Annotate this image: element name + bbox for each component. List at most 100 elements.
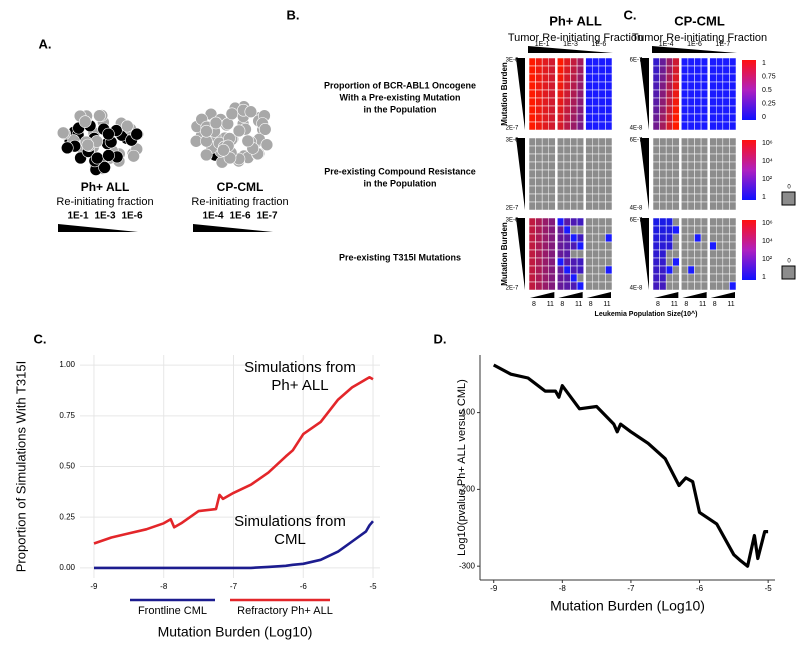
heatmap-cell: [659, 153, 667, 163]
heatmap-cell: [563, 105, 571, 115]
x-axis-title: Mutation Burden (Log10): [550, 598, 705, 614]
legend-label: Frontline CML: [138, 605, 207, 617]
heatmap-cell: [576, 225, 584, 235]
heatmap-cell: [576, 177, 584, 187]
heatmap-cell: [576, 153, 584, 163]
heatmap-cell: [563, 121, 571, 131]
heatmap-cell: [687, 225, 695, 235]
heatmap-cell: [585, 241, 593, 251]
heatmap-cell: [716, 241, 724, 251]
heatmap-cell: [557, 169, 565, 179]
heatmap-cell: [541, 265, 550, 275]
heatmap-cell: [716, 97, 724, 107]
heatmap-subtitle: Tumor Re-initiating Fraction: [508, 32, 643, 44]
heatmap-cell: [652, 145, 660, 155]
heatmap-cell: [557, 201, 565, 211]
heatmap-cell: [652, 169, 660, 179]
heatmap-cell: [729, 273, 737, 283]
y-axis-title: Mutation Burden: [500, 62, 509, 126]
heatmap-cell: [592, 121, 600, 131]
cell: [127, 149, 140, 163]
heatmap-cell: [729, 193, 737, 203]
heatmap-cell: [563, 73, 571, 83]
heatmap-cell: [729, 137, 737, 147]
heatmap-cell: [722, 89, 730, 99]
heatmap-cell: [585, 265, 593, 275]
heatmap-cell: [665, 121, 674, 131]
heatmap-cell: [576, 193, 584, 203]
cell: [258, 123, 272, 136]
heatmap-cell: [598, 81, 606, 91]
heatmap-cell: [716, 153, 724, 163]
heatmap-cell: [598, 121, 606, 131]
heatmap-cell: [570, 177, 578, 187]
heatmap-cell: [576, 89, 584, 99]
heatmap-cell: [548, 89, 556, 99]
heatmap-cell: [548, 225, 556, 235]
heatmap-cell: [672, 81, 680, 91]
heatmap-cell: [585, 233, 593, 243]
heatmap-subtitle: Tumor Re-initiating Fraction: [632, 32, 767, 44]
y-range-label: 6E-7: [630, 138, 643, 144]
heatmap-cell: [700, 65, 708, 75]
cell: [241, 134, 255, 148]
heatmap-cell: [665, 137, 674, 147]
gradient-triangle: [682, 292, 707, 298]
heatmap-cell: [557, 161, 565, 171]
heatmap-cell: [659, 161, 667, 171]
heatmap-cell: [563, 225, 571, 235]
heatmap-cell: [716, 169, 724, 179]
heatmap-cell: [592, 137, 600, 147]
heatmap-cell: [652, 177, 660, 187]
heatmap-cell: [605, 137, 613, 147]
heatmap-cell: [722, 193, 730, 203]
heatmap-cell: [659, 89, 667, 99]
heatmap-cell: [700, 161, 708, 171]
heatmap-cell: [700, 169, 708, 179]
heatmap-cell: [557, 185, 565, 195]
heatmap-cell: [570, 57, 578, 67]
heatmap-cell: [563, 161, 571, 171]
heatmap-cell: [605, 57, 613, 67]
heatmap-cell: [576, 233, 584, 243]
heatmap-cell: [687, 169, 695, 179]
heatmap-cell: [681, 121, 689, 131]
heatmap-cell: [528, 249, 536, 259]
heatmap-cell: [652, 113, 660, 123]
heatmap-cell: [700, 105, 708, 115]
heatmap-cell: [681, 73, 689, 83]
heatmap-cell: [598, 249, 606, 259]
heatmap-cell: [700, 241, 708, 251]
heatmap-cell: [605, 145, 613, 155]
x-tick-label: 11: [547, 301, 554, 308]
heatmap-cell: [652, 217, 660, 227]
heatmap-cell: [681, 193, 689, 203]
heatmap-cell: [541, 137, 550, 147]
gradient-triangle: [710, 292, 735, 298]
heatmap-cell: [605, 185, 613, 195]
heatmap-cell: [652, 137, 660, 147]
heatmap-cell: [709, 97, 717, 107]
heatmap-cell: [709, 81, 717, 91]
heatmap-cell: [576, 185, 584, 195]
heatmap-cell: [722, 201, 730, 211]
heatmap-cell: [570, 249, 578, 259]
heatmap-cell: [605, 121, 613, 131]
heatmap-cell: [535, 249, 543, 259]
heatmap-cell: [585, 249, 593, 259]
heatmap-cell: [694, 233, 702, 243]
heatmap-cell: [659, 105, 667, 115]
heatmap-cell: [585, 177, 593, 187]
x-tick-label: 8: [684, 301, 688, 308]
x-tick-label: 8: [713, 301, 717, 308]
na-swatch: [781, 191, 796, 206]
heatmap-cell: [592, 185, 600, 195]
heatmap-cell: [592, 57, 600, 67]
heatmap-cell: [541, 217, 550, 227]
heatmap-cell: [659, 177, 667, 187]
heatmap-cell: [722, 161, 730, 171]
heatmap-cell: [716, 225, 724, 235]
heatmap-cell: [605, 281, 613, 291]
panel-label: A.: [39, 36, 52, 51]
heatmap-cell: [541, 65, 550, 75]
